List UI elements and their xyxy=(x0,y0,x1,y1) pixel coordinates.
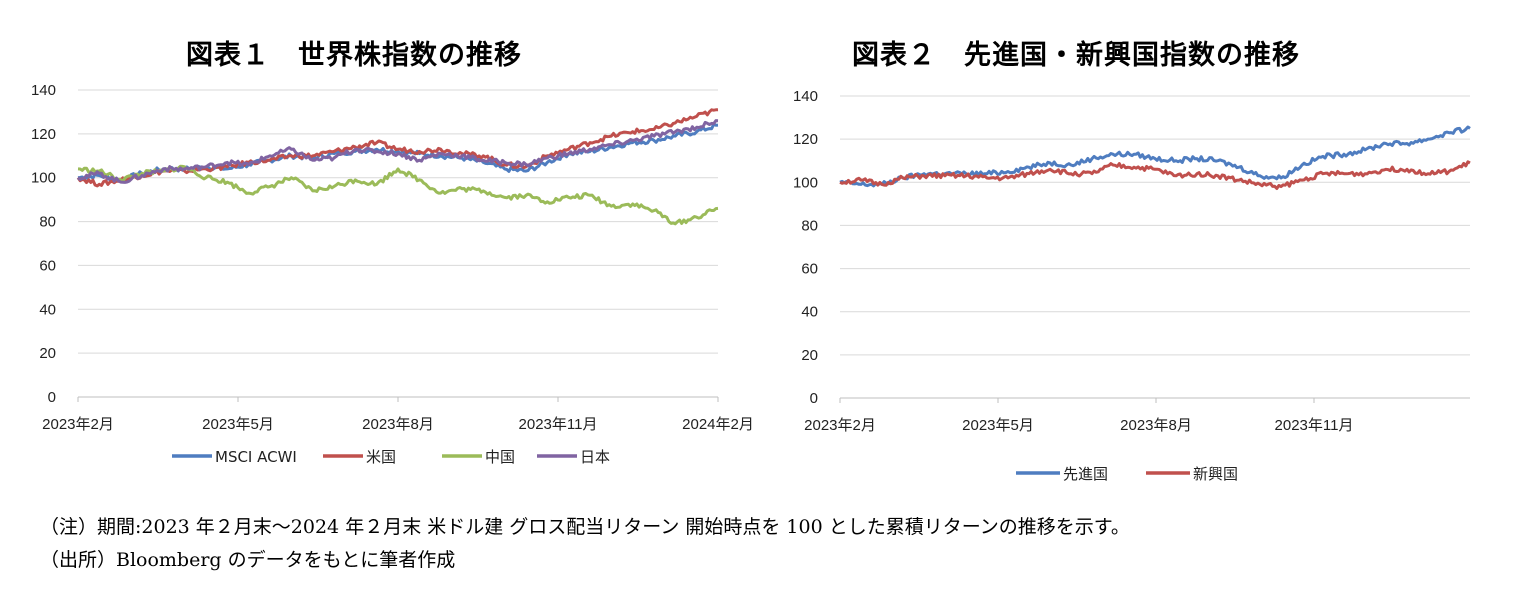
y-tick-label: 60 xyxy=(39,257,56,274)
series-line-2-1 xyxy=(839,125,1471,188)
y-tick-label: 140 xyxy=(793,88,818,105)
y-tick-label: 100 xyxy=(793,174,818,191)
legend-label-1: MSCI ACWI xyxy=(215,448,297,466)
y-tick-label: 0 xyxy=(810,390,818,407)
series-line-1-2 xyxy=(76,108,719,188)
legend-label-1: 先進国 xyxy=(1063,465,1108,483)
series-line-1-3 xyxy=(77,164,719,226)
y-tick-label: 80 xyxy=(801,217,818,234)
x-tick-label: 2023年2月 xyxy=(804,417,876,434)
x-tick-label: 2024年2月 xyxy=(682,416,754,433)
chart-1-title: 図表１ 世界株指数の推移 xyxy=(186,40,522,71)
legend-label-2: 米国 xyxy=(366,448,396,466)
y-tick-label: 80 xyxy=(39,214,56,231)
x-tick-label: 2023年8月 xyxy=(362,416,434,433)
note-source: （出所）Bloomberg のデータをもとに筆者作成 xyxy=(40,549,456,571)
x-tick-label: 2023年5月 xyxy=(962,417,1034,434)
y-tick-label: 40 xyxy=(801,304,818,321)
y-tick-label: 140 xyxy=(31,82,56,99)
x-tick-label: 2023年2月 xyxy=(42,416,114,433)
y-tick-label: 60 xyxy=(801,261,818,278)
x-tick-label: 2023年11月 xyxy=(1275,417,1354,434)
world-stock-index-chart: 0 20 40 60 80 100 120 140 2023年2月 2023年5月 2023年8月 2… xyxy=(31,82,754,466)
x-tick-label: 2023年11月 xyxy=(519,416,598,433)
y-tick-label: 100 xyxy=(31,170,56,187)
developed-emerging-index-chart: 0 20 40 60 80 100 120 140 2023年2月 2023年5月 2023年8月 2… xyxy=(793,88,1471,483)
y-tick-label: 20 xyxy=(39,345,56,362)
x-tick-label: 2023年5月 xyxy=(202,416,274,433)
chart-2-title: 図表２ 先進国・新興国指数の推移 xyxy=(852,40,1300,71)
series-line-1-4 xyxy=(77,119,719,184)
note-period: （注）期間:2023 年２月末～2024 年２月末 米ドル建 グロス配当リターン… xyxy=(40,516,1130,538)
y-tick-label: 120 xyxy=(793,131,818,148)
legend-label-4: 日本 xyxy=(580,448,610,466)
y-tick-label: 120 xyxy=(31,126,56,143)
y-tick-label: 0 xyxy=(48,389,56,406)
x-tick-label: 2023年8月 xyxy=(1120,417,1192,434)
y-tick-label: 40 xyxy=(39,301,56,318)
y-tick-label: 20 xyxy=(801,347,818,364)
series-line-2-2 xyxy=(839,160,1471,190)
legend-label-2: 新興国 xyxy=(1193,465,1238,483)
legend-label-3: 中国 xyxy=(485,448,515,466)
